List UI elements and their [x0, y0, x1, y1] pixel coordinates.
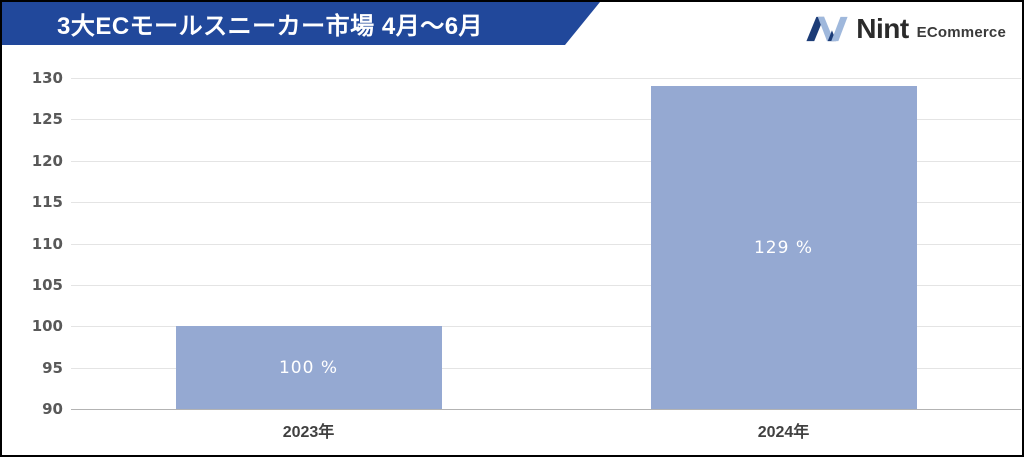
- gridline: [71, 119, 1021, 121]
- y-axis-tick-label: 90: [42, 400, 63, 418]
- gridline: [71, 284, 1021, 286]
- y-axis-tick-label: 115: [31, 193, 63, 212]
- bar-value-label: 129 %: [753, 237, 814, 258]
- y-axis-tick-label: 120: [31, 151, 63, 170]
- y-axis-tick-label: 95: [42, 358, 63, 377]
- bar-2023年: 100 %: [175, 326, 442, 409]
- x-axis-label: 2024年: [757, 424, 810, 441]
- gridline: [71, 160, 1021, 162]
- gridline: [71, 367, 1021, 369]
- logo-wordmark: Nint: [856, 13, 909, 44]
- x-axis-label: 2023年: [282, 424, 335, 441]
- nint-logo-icon: [806, 16, 848, 42]
- title-banner: 3大ECモールスニーカー市場 4月〜6月: [2, 2, 600, 45]
- plot-area: 90 95 100 105 110 115 120 125 130 100 % 2023年 129 %…: [32, 69, 1021, 441]
- x-axis-line: [71, 409, 1021, 410]
- gridline: [71, 202, 1021, 204]
- bar-2024年: 129 %: [650, 86, 917, 409]
- y-axis-tick-label: 125: [31, 110, 63, 129]
- y-axis-tick-label: 100: [31, 317, 63, 336]
- gridline: [71, 326, 1021, 328]
- y-axis-tick-label: 110: [31, 234, 63, 253]
- logo-suffix: ECommerce: [916, 23, 1006, 41]
- gridline: [71, 78, 1021, 79]
- bar-value-label: 100 %: [278, 357, 339, 378]
- page-title: 3大ECモールスニーカー市場 4月〜6月: [57, 13, 484, 40]
- gridline: [71, 243, 1021, 245]
- y-axis-tick-label: 105: [31, 275, 63, 294]
- y-axis-tick-label: 130: [31, 69, 63, 87]
- nint-logo: Nint ECommerce: [805, 12, 1006, 46]
